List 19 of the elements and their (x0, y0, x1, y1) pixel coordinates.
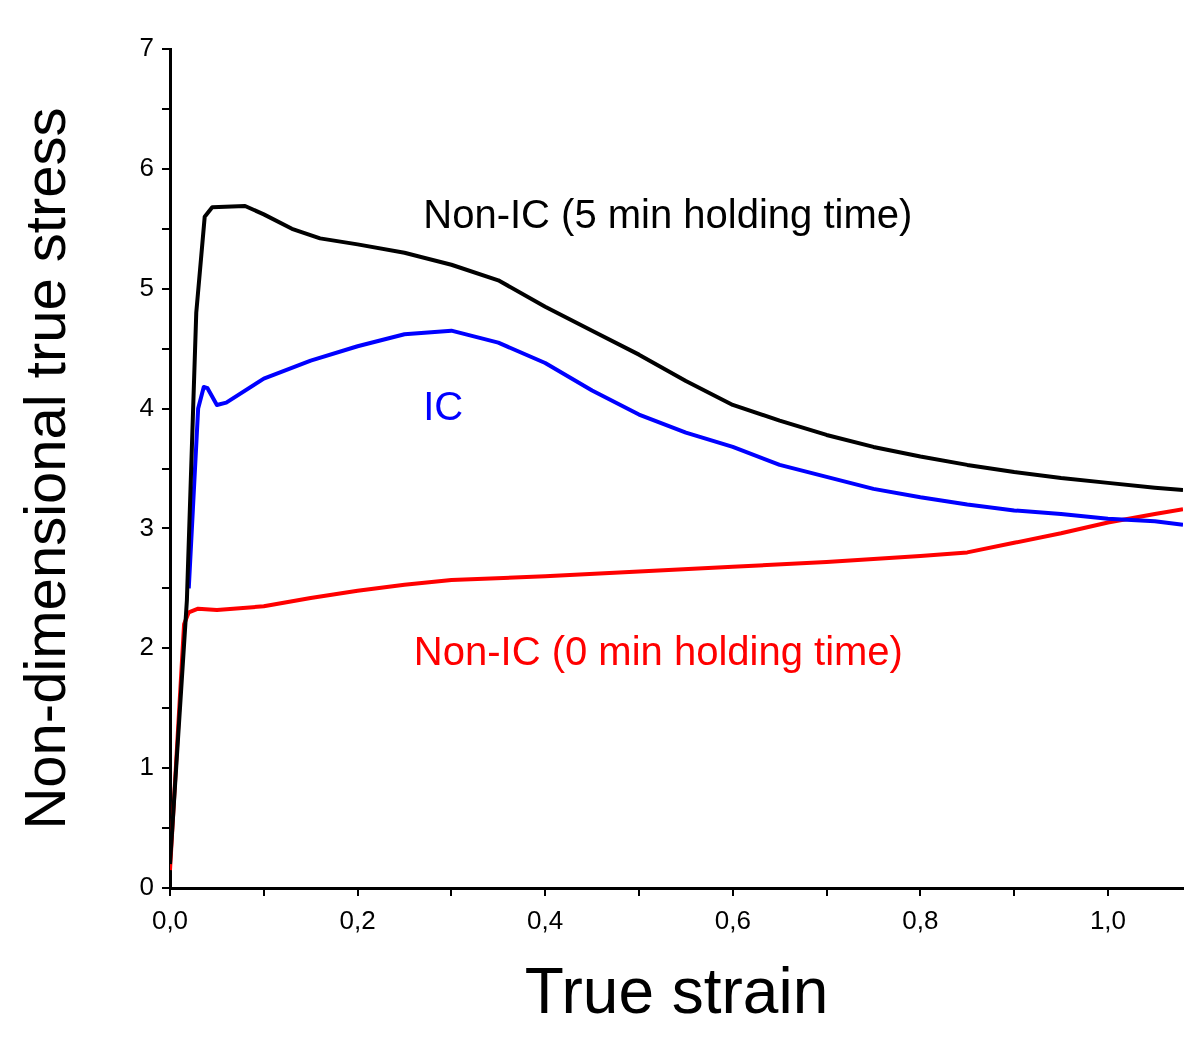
x-tick-label: 0,4 (527, 904, 564, 935)
x-axis-title: True strain (524, 955, 829, 1028)
series-label: Non-IC (0 min holding time) (413, 629, 903, 674)
series-label: IC (423, 383, 464, 428)
y-tick-label: 1 (139, 751, 154, 782)
y-axis-title: Non-dimensional true stress (11, 107, 77, 830)
x-tick-label: 0,0 (151, 904, 189, 935)
x-tick-label: 0,6 (714, 904, 751, 935)
x-tick-label: 1,0 (1089, 904, 1127, 935)
y-tick-label: 4 (139, 391, 154, 422)
y-tick-label: 5 (139, 271, 154, 302)
y-tick-label: 7 (139, 32, 154, 63)
y-tick-label: 2 (139, 631, 154, 662)
y-tick-label: 3 (139, 511, 154, 542)
x-tick-label: 0,2 (339, 904, 376, 935)
series-label: Non-IC (5 min holding time) (423, 191, 913, 236)
x-tick-label: 0,8 (902, 904, 939, 935)
y-tick-label: 0 (139, 871, 154, 902)
y-tick-label: 6 (139, 152, 154, 183)
